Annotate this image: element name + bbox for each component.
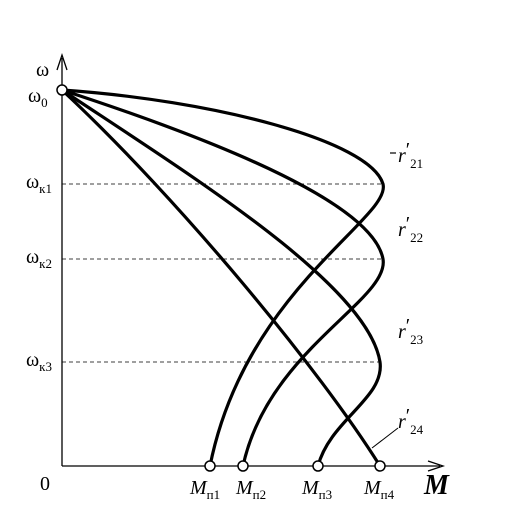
label-sub: 22 — [410, 230, 423, 245]
label-sub: п4 — [381, 487, 395, 502]
x-tick-label: Mп1 — [189, 477, 220, 502]
label-base: M — [363, 477, 382, 499]
label-sub: 21 — [410, 156, 423, 171]
x-axis-label: M — [423, 470, 450, 501]
y-tick-label: ωк1 — [26, 171, 52, 196]
label-sub: п1 — [207, 487, 220, 502]
label-prime: ′ — [406, 405, 410, 427]
y-arrow — [56, 52, 68, 71]
label-base: ω — [26, 246, 39, 268]
label-base: r — [398, 145, 406, 167]
label-prime: ′ — [406, 315, 410, 337]
curve-label: r′22 — [398, 213, 423, 245]
label-sub: 24 — [410, 422, 424, 437]
label-sub: к1 — [39, 181, 52, 196]
point — [237, 460, 249, 472]
label-prime: ′ — [406, 213, 410, 235]
label-sub: п3 — [319, 487, 332, 502]
y-tick-label: ωк3 — [26, 349, 52, 374]
label-base: M — [235, 477, 254, 499]
curve-label: r′23 — [398, 315, 423, 347]
point — [374, 460, 386, 472]
label-sub: к3 — [39, 359, 52, 374]
label-sub: 23 — [410, 332, 423, 347]
label-base: M — [189, 477, 208, 499]
curve — [61, 88, 385, 467]
label-sub: п2 — [253, 487, 266, 502]
curve-label: r′24 — [398, 405, 424, 437]
label-base: ω — [26, 171, 39, 193]
label-base: r — [398, 411, 406, 433]
x-tick-label: Mп2 — [235, 477, 266, 502]
origin-label: 0 — [40, 473, 50, 495]
curve — [61, 88, 382, 467]
label-base: ω — [26, 349, 39, 371]
y-axis-label: ω — [36, 59, 49, 81]
point — [56, 84, 68, 96]
point — [204, 460, 216, 472]
x-arrow — [427, 460, 446, 472]
leader — [371, 427, 399, 449]
x-tick-label: Mп4 — [363, 477, 395, 502]
label-base: ω — [28, 85, 41, 107]
label-base: r — [398, 321, 406, 343]
curve — [61, 88, 385, 467]
label-base: r — [398, 219, 406, 241]
label-sub: 0 — [41, 95, 48, 110]
label-prime: ′ — [406, 139, 410, 161]
point — [312, 460, 324, 472]
label-sub: к2 — [39, 256, 52, 271]
curve-label: r′21 — [398, 139, 423, 171]
y-tick-label: ωк2 — [26, 246, 52, 271]
label-base: M — [301, 477, 320, 499]
curve — [60, 88, 382, 467]
y-tick-label: ω0 — [28, 85, 48, 110]
x-tick-label: Mп3 — [301, 477, 332, 502]
